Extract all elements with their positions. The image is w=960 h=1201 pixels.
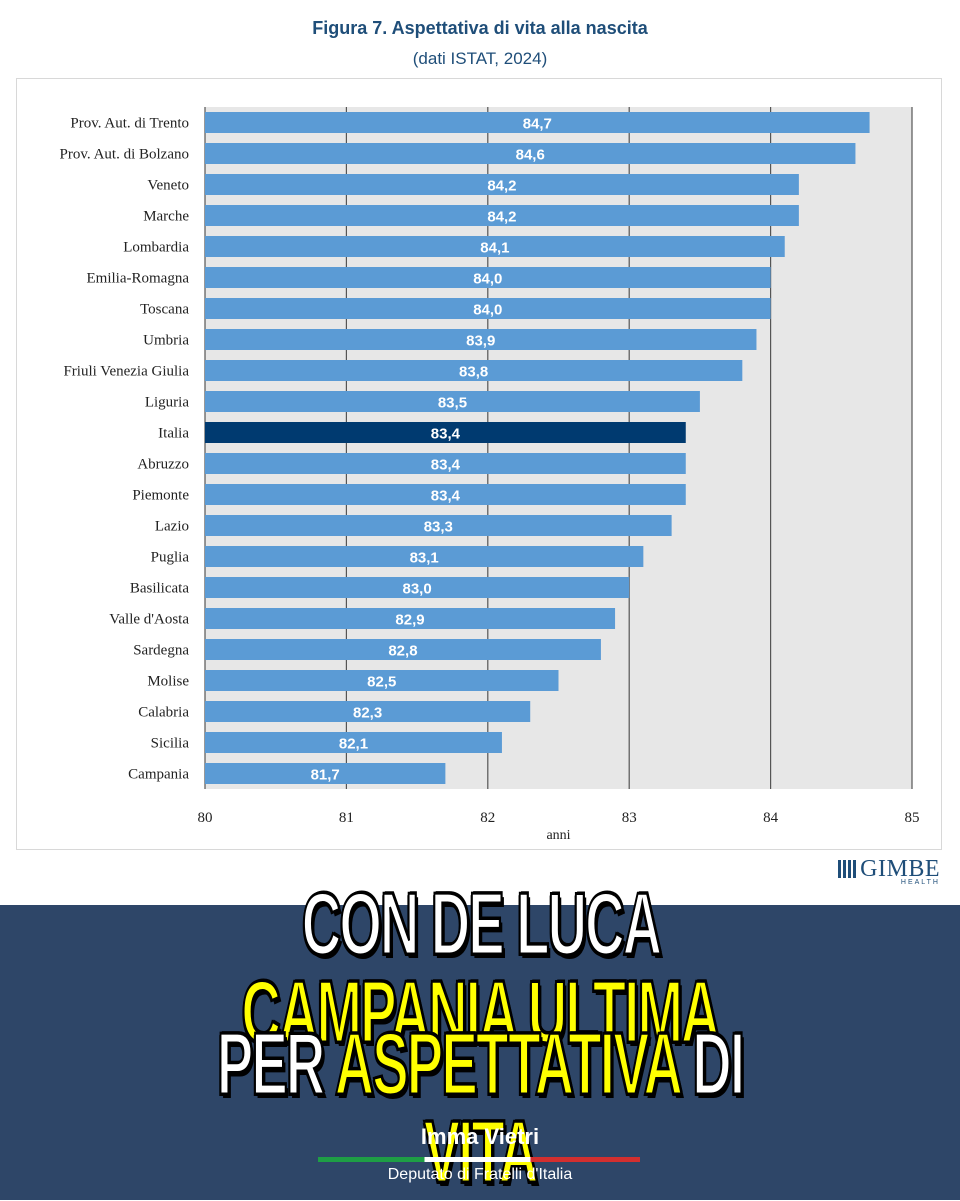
- bar-value-label: 83,8: [459, 364, 488, 381]
- gimbe-logo: GIMBE HEALTH: [838, 856, 940, 886]
- bar-value-label: 81,7: [311, 767, 340, 784]
- bar: [205, 701, 531, 722]
- author-role: Deputato di Fratelli d'Italia: [387, 1166, 573, 1183]
- italian-flag-divider: [318, 1157, 640, 1162]
- category-label: Prov. Aut. di Bolzano: [60, 147, 189, 163]
- category-label: Emilia-Romagna: [87, 271, 190, 287]
- category-label: Sardegna: [133, 643, 189, 659]
- headline-yellow-2: ASPETTATIVA: [334, 1014, 682, 1113]
- category-label: Liguria: [145, 395, 189, 411]
- bar-value-label: 83,5: [438, 395, 467, 412]
- category-label: Veneto: [147, 178, 189, 194]
- bar-value-label: 84,0: [473, 302, 502, 319]
- category-label: Sicilia: [151, 736, 190, 752]
- bar: [205, 205, 799, 226]
- category-label: Friuli Venezia Giulia: [63, 364, 189, 380]
- bar: [205, 639, 601, 660]
- bar: [205, 143, 856, 164]
- bar: [205, 484, 686, 505]
- x-tick-label: 84: [763, 810, 779, 826]
- category-label: Puglia: [151, 550, 190, 566]
- category-label: Abruzzo: [137, 457, 189, 473]
- bar-value-label: 84,6: [516, 147, 545, 164]
- bar: [205, 763, 446, 784]
- bar: [205, 112, 870, 133]
- logo-name: GIMBE: [860, 856, 940, 882]
- bar-value-label: 82,5: [367, 674, 396, 691]
- category-label: Molise: [147, 674, 189, 690]
- category-label: Campania: [128, 767, 189, 783]
- bar: [205, 515, 672, 536]
- x-tick-label: 80: [198, 810, 213, 826]
- logo-grid-icon: [838, 860, 857, 878]
- bar-value-label: 82,8: [388, 643, 417, 660]
- bar: [205, 329, 757, 350]
- bar: [205, 608, 616, 629]
- author-name: Imma Vietri: [420, 1124, 540, 1149]
- category-label: Marche: [143, 209, 189, 225]
- category-label: Lombardia: [123, 240, 189, 256]
- bar-value-label: 82,9: [395, 612, 424, 629]
- chart-title: Figura 7. Aspettativa di vita alla nasci…: [312, 18, 648, 38]
- category-label: Valle d'Aosta: [109, 612, 189, 628]
- category-label: Prov. Aut. di Trento: [70, 116, 189, 132]
- bar: [205, 422, 686, 443]
- headline-yellow-3: VITA: [423, 1102, 540, 1201]
- category-label: Toscana: [140, 302, 189, 318]
- category-label: Calabria: [138, 705, 189, 721]
- bar-value-label: 82,3: [353, 705, 382, 722]
- chart-frame: 80 81 82 83 84 85 anni 84,7 Prov. Aut. di Trento…: [16, 78, 942, 850]
- bar: [205, 732, 502, 753]
- bar-value-label: 83,4: [431, 426, 461, 443]
- bar: [205, 453, 686, 474]
- bar: [205, 174, 799, 195]
- bar: [205, 236, 785, 257]
- bar: [205, 546, 644, 567]
- bar-value-label: 84,2: [487, 209, 516, 226]
- category-label: Umbria: [143, 333, 189, 349]
- x-tick-label: 83: [622, 810, 637, 826]
- headline-line-2: PER ASPETTATIVA DI VITA: [182, 1018, 777, 1197]
- bar: [205, 298, 771, 319]
- bar-chart: 80 81 82 83 84 85 anni 84,7 Prov. Aut. di Trento…: [60, 107, 920, 843]
- bar-value-label: 83,3: [424, 519, 453, 536]
- chart-subtitle: (dati ISTAT, 2024): [412, 49, 548, 68]
- bar-value-label: 82,1: [339, 736, 368, 753]
- bottom-banner: [0, 905, 960, 1200]
- category-label: Lazio: [155, 519, 189, 535]
- headline-white-1: CON DE LUCA: [301, 874, 661, 973]
- category-label: Italia: [158, 426, 189, 442]
- bar-value-label: 84,0: [473, 271, 502, 288]
- bar-value-label: 84,7: [523, 116, 552, 133]
- x-tick-label: 82: [480, 810, 495, 826]
- headline-white-3: DI: [691, 1014, 746, 1113]
- bar: [205, 360, 743, 381]
- bar-value-label: 83,4: [431, 457, 461, 474]
- bar-value-label: 83,9: [466, 333, 495, 350]
- headline-white-2: PER: [216, 1014, 326, 1113]
- bar-value-label: 83,1: [410, 550, 439, 567]
- logo-tagline: HEALTH: [900, 879, 940, 886]
- bar: [205, 670, 559, 691]
- headline-line-1: CON DE LUCA CAMPANIA ULTIMA: [182, 878, 777, 1057]
- category-label: Basilicata: [130, 581, 189, 597]
- bar-value-label: 83,4: [431, 488, 461, 505]
- bar-value-label: 84,2: [487, 178, 516, 195]
- x-tick-label: 85: [905, 810, 920, 826]
- x-axis-label: anni: [546, 828, 570, 843]
- bar: [205, 391, 700, 412]
- category-label: Piemonte: [132, 488, 189, 504]
- bar-value-label: 84,1: [480, 240, 509, 257]
- bar: [205, 267, 771, 288]
- x-tick-label: 81: [339, 810, 354, 826]
- headline-yellow-1: CAMPANIA ULTIMA: [240, 962, 721, 1061]
- bar: [205, 577, 630, 598]
- bar-value-label: 83,0: [402, 581, 431, 598]
